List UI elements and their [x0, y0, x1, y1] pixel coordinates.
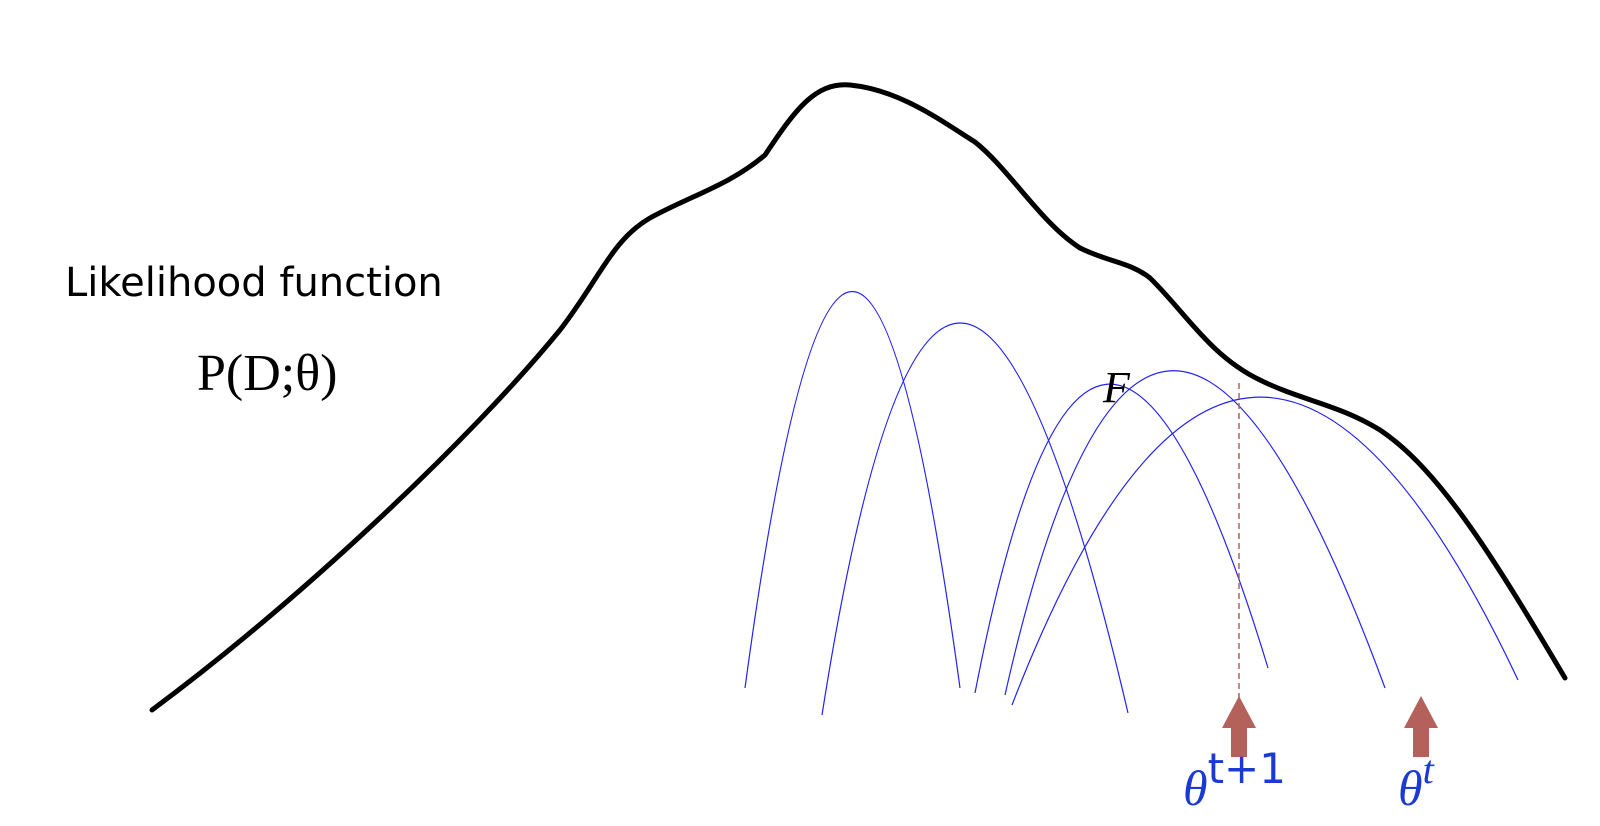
bound-label: F: [1102, 363, 1131, 412]
theta-current-base: θ: [1398, 760, 1423, 816]
lower-bound-curves: [744, 290, 1519, 716]
theta-current-superscript: t: [1423, 747, 1435, 792]
theta-next-label: θt+1: [1183, 744, 1286, 816]
theta-next-superscript: t+1: [1208, 744, 1286, 793]
lower-bound-curve-3: [974, 383, 1269, 694]
arrow-up-icon: [1404, 696, 1438, 757]
arrow-up-icon: [1222, 696, 1256, 757]
lower-bound-curve-1: [744, 290, 961, 689]
theta-next-base: θ: [1183, 760, 1208, 816]
lower-bound-curve-5: [1011, 396, 1519, 706]
theta-current-label: θt: [1398, 747, 1435, 816]
likelihood-title: Likelihood function: [65, 260, 443, 306]
lower-bound-curve-2: [821, 322, 1129, 716]
lower-bound-curve-4: [1004, 370, 1386, 696]
likelihood-curve: [149, 82, 1568, 713]
likelihood-formula: P(D;θ): [197, 345, 337, 402]
